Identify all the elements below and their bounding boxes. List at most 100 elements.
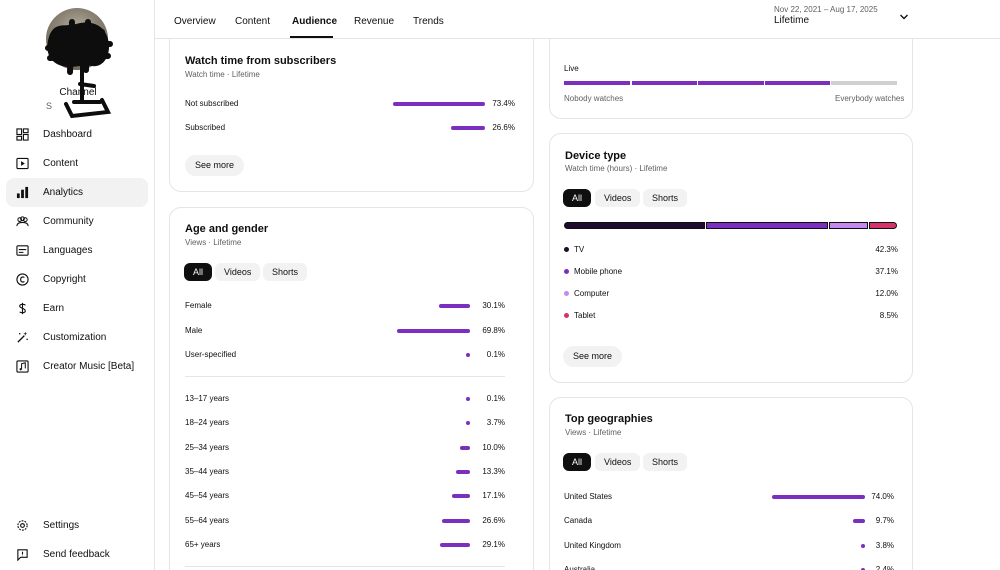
legend-label: Computer [574, 289, 610, 298]
row-value: 3.8% [875, 540, 894, 550]
row-value: 0.1% [486, 394, 505, 403]
sidebar-item-content[interactable]: Content [6, 149, 148, 178]
copyright-icon [15, 273, 29, 287]
card-subtitle: Watch time (hours) · Lifetime [565, 164, 668, 173]
row-value: 26.6% [492, 123, 515, 132]
device-segment [829, 222, 869, 229]
filter-shorts[interactable]: Shorts [263, 263, 308, 281]
row-label: Australia [564, 564, 596, 570]
row-bar [459, 445, 470, 450]
row-bar [438, 304, 470, 308]
legend-dot [564, 269, 569, 274]
see-more-button[interactable]: See more [185, 155, 245, 176]
row-value: 0.1% [486, 350, 505, 359]
subscribers-card: Watch time from subscribers Watch time ·… [169, 39, 534, 192]
live-segment [698, 81, 764, 85]
row-label: 55–64 years [185, 515, 230, 525]
age-gender-card: Age and gender Views · Lifetime All Vide… [169, 207, 534, 570]
row-value: 30.1% [482, 301, 505, 310]
card-subtitle: Views · Lifetime [185, 238, 242, 247]
analytics-icon [15, 186, 29, 200]
active-tab-indicator [290, 36, 333, 38]
row-value: 17.1% [482, 491, 505, 501]
tab-overview[interactable]: Overview [174, 16, 216, 27]
see-more-button[interactable]: See more [563, 346, 623, 367]
sidebar-item-copyright[interactable]: Copyright [6, 265, 148, 294]
creator-music-icon [15, 360, 29, 374]
sidebar-bottom-nav: Settings Send feedback [6, 511, 148, 569]
device-segment [705, 222, 829, 229]
legend-value: 8.5% [879, 311, 898, 320]
channel-avatar-area[interactable] [42, 8, 113, 119]
date-range-text[interactable]: Nov 22, 2021 – Aug 17, 2025 [774, 5, 878, 14]
tab-revenue[interactable]: Revenue [354, 16, 395, 27]
legend-label: TV [574, 245, 585, 254]
filter-shorts[interactable]: Shorts [643, 189, 688, 207]
legend-value: 37.1% [875, 267, 898, 276]
row-label: 25–34 years [185, 442, 230, 452]
live-segment [764, 81, 831, 85]
channel-subtext: S [46, 101, 53, 111]
row-label: Canada [564, 516, 593, 526]
sidebar-item-send-feedback[interactable]: Send feedback [6, 540, 148, 569]
sidebar-item-languages[interactable]: Languages [6, 236, 148, 265]
sidebar: Channel S Dashboard Content Analytics Co… [0, 0, 155, 570]
date-range-label[interactable]: Lifetime [774, 15, 810, 26]
row-label: 35–44 years [185, 466, 230, 476]
sidebar-item-label: Settings [43, 520, 80, 531]
row-label: Subscribed [185, 123, 226, 132]
redaction-scribble [45, 19, 113, 119]
row-value: 69.8% [482, 325, 505, 335]
row-bar [852, 519, 865, 524]
top-geographies-card: Top geographies Views · Lifetime All Vid… [549, 397, 913, 570]
row-value: 2.4% [875, 564, 894, 570]
tab-content[interactable]: Content [235, 16, 271, 27]
row-label: 18–24 years [185, 418, 230, 428]
filter-videos[interactable]: Videos [595, 453, 641, 471]
device-segment [564, 222, 705, 229]
sidebar-item-analytics[interactable]: Analytics [6, 178, 148, 207]
row-bar [456, 469, 470, 474]
row-bar [861, 567, 865, 570]
sidebar-item-community[interactable]: Community [6, 207, 148, 236]
row-bar [771, 495, 865, 499]
dashboard-icon [15, 128, 29, 142]
legend-value: 42.3% [875, 245, 898, 254]
filter-all[interactable]: All [184, 263, 213, 281]
row-value: 10.0% [482, 442, 505, 452]
filter-all[interactable]: All [563, 453, 592, 471]
sidebar-item-dashboard[interactable]: Dashboard [6, 120, 148, 149]
content-icon [15, 157, 29, 171]
row-bar [466, 421, 470, 426]
filter-videos[interactable]: Videos [215, 263, 261, 281]
settings-icon [15, 519, 29, 533]
chevron-down-icon[interactable] [898, 11, 910, 23]
sidebar-item-customization[interactable]: Customization [6, 323, 148, 352]
customization-icon [15, 331, 29, 345]
sidebar-item-creator-music[interactable]: Creator Music [Beta] [6, 352, 148, 381]
filter-videos[interactable]: Videos [595, 189, 641, 207]
divider [185, 376, 505, 377]
live-segment [564, 81, 630, 85]
row-value: 74.0% [871, 492, 894, 501]
tab-trends[interactable]: Trends [413, 16, 444, 27]
filter-shorts[interactable]: Shorts [643, 453, 688, 471]
row-label: 45–54 years [185, 491, 230, 501]
sidebar-item-settings[interactable]: Settings [6, 511, 148, 540]
feedback-icon [15, 548, 29, 562]
row-label: United Kingdom [564, 540, 621, 550]
row-label: 13–17 years [185, 394, 230, 403]
card-title: Device type [565, 150, 627, 162]
tab-audience[interactable]: Audience [292, 16, 338, 27]
filter-all[interactable]: All [563, 189, 592, 207]
row-label: Female [185, 301, 212, 310]
live-right-caption: Everybody watches [835, 94, 905, 103]
earn-icon [15, 302, 29, 316]
device-type-card: Device type Watch time (hours) · Lifetim… [549, 133, 913, 383]
legend-label: Mobile phone [574, 267, 623, 276]
row-bar [452, 494, 470, 499]
sidebar-item-earn[interactable]: Earn [6, 294, 148, 323]
channel-name: Channel [59, 87, 97, 98]
sidebar-nav: Dashboard Content Analytics Community La… [6, 120, 148, 381]
card-subtitle: Views · Lifetime [565, 428, 622, 437]
